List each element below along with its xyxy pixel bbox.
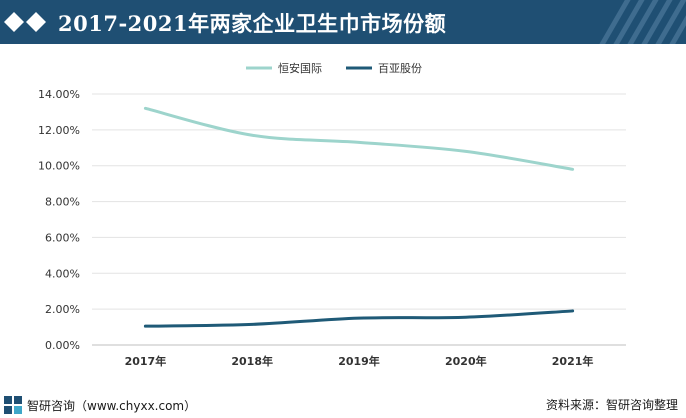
stripes-decoration [599,0,686,44]
data-point [464,150,467,153]
footer-site-text: 智研咨询（www.chyxx.com） [27,398,197,413]
data-point [357,316,361,320]
data-point [251,323,254,326]
y-tick-label: 4.00% [45,267,80,280]
data-point [464,316,467,319]
x-tick-label: 2019年 [338,354,380,368]
legend: 恒安国际 百亚股份 [246,61,422,75]
y-axis: 0.00% 2.00% 4.00% 6.00% 8.00% 10.00% 12.00% 14.… [38,88,80,352]
y-tick-label: 2.00% [45,303,80,316]
x-tick-label: 2018年 [231,354,273,368]
data-point [571,309,574,313]
logo-icon [4,396,22,414]
data-point [357,141,361,144]
series-line-1 [143,106,575,171]
legend-label: 百亚股份 [378,62,422,75]
source-note: 资料来源：智研咨询整理 [545,398,678,412]
y-tick-label: 10.00% [38,160,80,173]
y-tick-label: 0.00% [45,339,80,352]
data-point [251,134,254,137]
grid [92,93,626,346]
header-bar: 2017-2021年两家企业卫生巾市场份额 [0,0,686,44]
x-tick-label: 2021年 [552,354,594,368]
line-chart: 0.00% 2.00% 4.00% 6.00% 8.00% 10.00% 12.00% 14.… [38,61,626,368]
series-layer [143,106,575,328]
x-tick-label: 2017年 [125,354,167,368]
page-title: 2017-2021年两家企业卫生巾市场份额 [58,11,447,36]
data-point [144,107,147,110]
legend-label: 恒安国际 [278,61,322,75]
x-axis: 2017年 2018年 2019年 2020年 2021年 [125,354,594,368]
x-tick-label: 2020年 [445,354,487,368]
y-tick-label: 8.00% [45,196,80,209]
data-point [571,168,574,171]
footer-brand: 智研咨询（www.chyxx.com） [4,394,196,416]
data-point [144,324,147,328]
y-tick-label: 12.00% [38,124,80,137]
y-tick-label: 6.00% [45,231,80,244]
y-tick-label: 14.00% [38,88,80,101]
diamond-icon [4,12,46,32]
